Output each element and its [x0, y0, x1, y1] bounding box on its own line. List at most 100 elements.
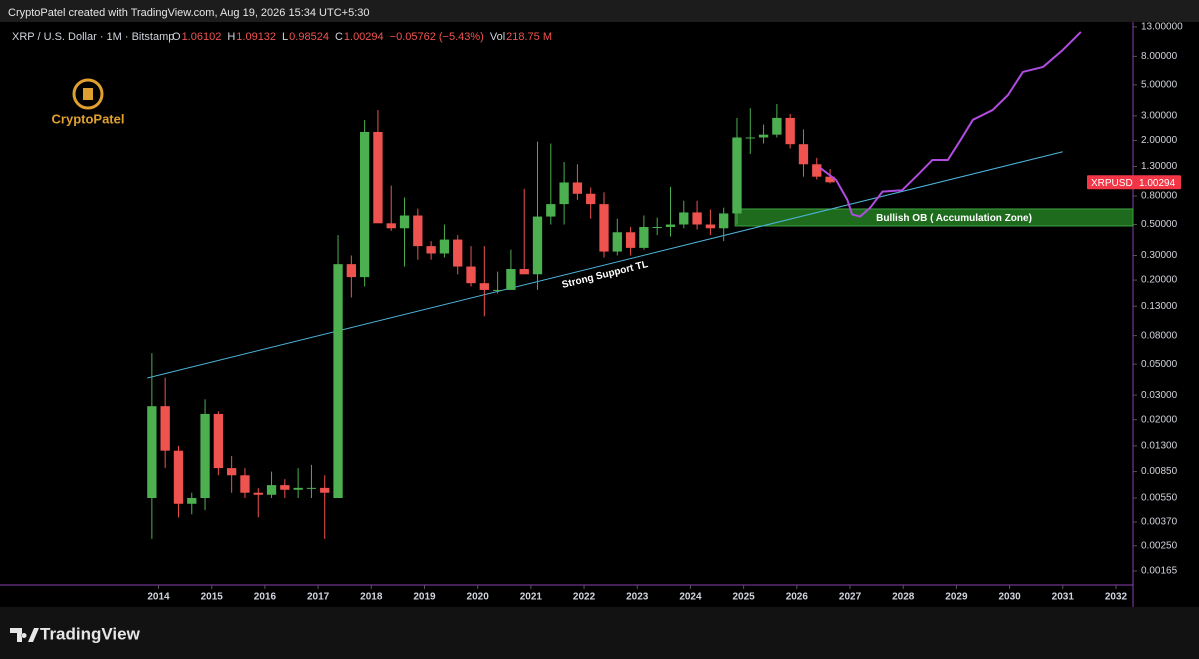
y-tick-label: 0.50000	[1141, 219, 1178, 230]
candle-body	[652, 226, 662, 228]
y-tick-label: 0.00550	[1141, 493, 1178, 504]
x-tick-label: 2017	[307, 592, 330, 603]
candle-body	[253, 492, 263, 495]
y-tick-label: 0.20000	[1141, 275, 1178, 286]
legend-value: 1.09132	[236, 31, 276, 43]
x-tick-label: 2022	[573, 592, 596, 603]
x-tick-label: 2026	[786, 592, 809, 603]
candle-body	[386, 223, 396, 229]
x-tick-label: 2018	[360, 592, 383, 603]
legend-value: 1.06102	[182, 31, 222, 43]
y-tick-label: 0.01300	[1141, 440, 1178, 451]
candle-body	[665, 224, 676, 227]
watermark-icon	[72, 78, 104, 110]
candle-body	[266, 485, 277, 495]
y-tick-label: 0.00850	[1141, 466, 1178, 477]
candle-body	[758, 134, 769, 138]
price-tag-name: XRPUSD	[1091, 178, 1133, 189]
legend-key: H	[227, 31, 235, 43]
candle-body	[373, 131, 383, 224]
candle-body	[173, 450, 184, 504]
candle-body	[798, 144, 809, 165]
candle-body	[586, 193, 596, 205]
y-tick-label: 8.00000	[1141, 51, 1178, 62]
candle-body	[280, 485, 290, 490]
candle-body	[187, 497, 197, 504]
legend-key: Vol	[490, 31, 505, 43]
candle-body	[293, 487, 303, 490]
accumulation-zone	[734, 208, 1134, 227]
y-tick-label: 5.00000	[1141, 80, 1178, 91]
x-tick-label: 2032	[1105, 592, 1128, 603]
legend-value: 218.75 M	[506, 31, 552, 43]
logo-icon	[10, 628, 39, 642]
credit: CryptoPatel created with TradingView.com…	[8, 7, 370, 19]
ohlc-legend: O 1.06102 H 1.09132 L 0.98524 C 1.00294 −0.05762…	[172, 31, 552, 43]
y-tick-label: 2.00000	[1141, 135, 1178, 146]
legend-value: 1.00294	[344, 31, 384, 43]
candle-body	[333, 264, 343, 498]
candle-body	[812, 164, 822, 177]
x-tick-label: 2029	[945, 592, 968, 603]
bottom-bar	[0, 607, 1199, 659]
candle-body	[639, 226, 649, 248]
trendline	[147, 151, 1063, 379]
candle-body	[772, 117, 782, 135]
chart-background	[0, 22, 1199, 607]
y-tick-label: 0.30000	[1141, 250, 1178, 261]
x-tick-label: 2021	[520, 592, 543, 603]
candle-body	[785, 117, 795, 145]
x-tick-label: 2030	[998, 592, 1021, 603]
candle-body	[240, 475, 250, 493]
y-tick-label: 13.00000	[1141, 22, 1183, 33]
candle-body	[546, 204, 556, 217]
candle-body	[466, 266, 476, 284]
x-tick-label: 2025	[733, 592, 756, 603]
y-tick-label: 0.08000	[1141, 330, 1178, 341]
candle-body	[213, 413, 224, 469]
candle-body	[200, 413, 210, 498]
candle-body	[692, 212, 702, 225]
y-tick-label: 0.05000	[1141, 359, 1178, 370]
candle-body	[320, 487, 330, 493]
watermark-icon	[83, 88, 93, 100]
candle-body	[413, 215, 423, 247]
price-tag	[1087, 175, 1181, 190]
symbol-title: XRP / U.S. Dollar · 1M · Bitstamp	[12, 31, 174, 43]
projection-path	[819, 31, 1082, 218]
x-tick-label: 2014	[147, 592, 170, 603]
candle-body	[426, 246, 436, 254]
candle-body	[625, 232, 636, 248]
x-tick-label: 2016	[254, 592, 277, 603]
legend-key: O	[172, 31, 181, 43]
candle-body	[719, 213, 729, 229]
x-tick-label: 2023	[626, 592, 649, 603]
candle-body	[479, 283, 489, 290]
y-tick-label: 0.00250	[1141, 540, 1178, 551]
price-tag-value: 1.00294	[1139, 178, 1176, 189]
candle-body	[147, 406, 157, 498]
candle-body	[359, 131, 370, 278]
watermark-text: CryptoPatel	[52, 111, 125, 126]
top-bar	[0, 0, 1199, 22]
x-tick-label: 2015	[201, 592, 224, 603]
candle-body	[492, 289, 503, 291]
candle-body	[745, 137, 755, 139]
candle-body	[572, 182, 583, 194]
y-tick-label: 3.00000	[1141, 110, 1178, 121]
y-tick-label: 0.02000	[1141, 414, 1178, 425]
y-tick-label: 0.13000	[1141, 301, 1178, 312]
candle-body	[599, 204, 609, 252]
candle-body	[519, 269, 529, 275]
legend-value: −0.05762 (−5.43%)	[390, 31, 484, 43]
candle-body	[160, 406, 170, 451]
y-tick-label: 0.00370	[1141, 517, 1178, 528]
candle-body	[732, 137, 742, 214]
x-tick-label: 2019	[413, 592, 436, 603]
y-tick-label: 0.00165	[1141, 566, 1178, 577]
plot: 13.00000 8.00000 5.00000 3.00000 2.00000 1.30…	[147, 22, 1183, 603]
candle-body	[306, 487, 317, 489]
y-tick-label: 0.03000	[1141, 390, 1178, 401]
candle-body	[532, 216, 543, 275]
